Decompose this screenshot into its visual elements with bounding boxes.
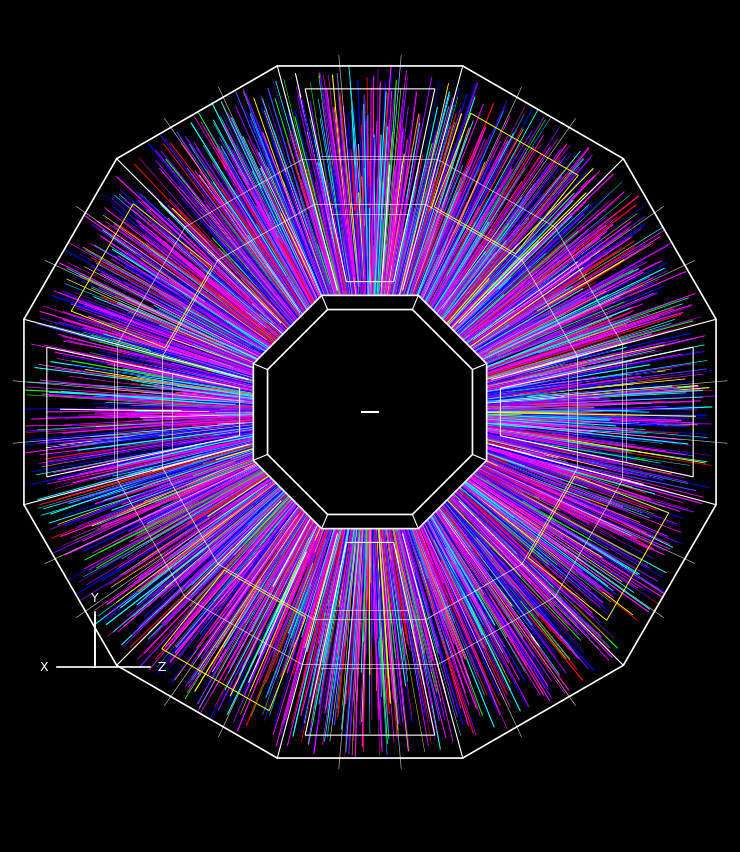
Text: Z: Z	[158, 660, 166, 674]
Polygon shape	[268, 310, 472, 515]
Text: Y: Y	[91, 591, 99, 604]
Text: X: X	[40, 660, 49, 674]
Polygon shape	[253, 296, 487, 529]
